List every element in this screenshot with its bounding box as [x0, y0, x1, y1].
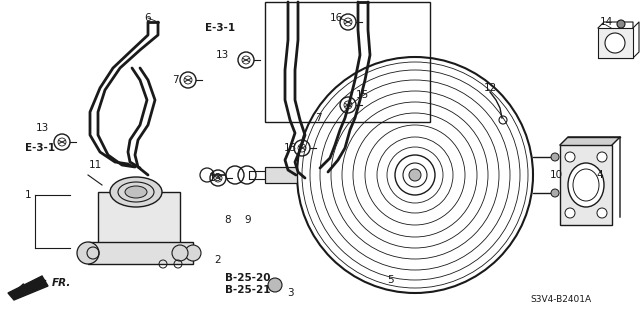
Text: 9: 9 [244, 215, 252, 225]
Bar [265, 167, 297, 183]
Circle shape [268, 278, 282, 292]
Text: 11: 11 [88, 160, 102, 170]
Circle shape [565, 208, 575, 218]
Text: 15: 15 [355, 90, 369, 100]
Text: 5: 5 [387, 275, 394, 285]
Bar [88, 242, 193, 264]
Text: 7: 7 [172, 75, 179, 85]
Bar [265, 2, 430, 122]
Text: 1: 1 [25, 190, 31, 200]
Circle shape [77, 242, 99, 264]
Text: 16: 16 [330, 13, 342, 23]
Text: 4: 4 [596, 170, 604, 180]
Text: 12: 12 [483, 83, 497, 93]
Circle shape [185, 245, 201, 261]
Ellipse shape [110, 177, 162, 207]
Text: 14: 14 [600, 17, 612, 27]
Text: 8: 8 [225, 215, 231, 225]
Polygon shape [560, 137, 620, 145]
Text: 7: 7 [315, 113, 321, 123]
Text: B-25-21: B-25-21 [225, 285, 271, 295]
Text: 13: 13 [35, 123, 49, 133]
Text: B-25-20: B-25-20 [225, 273, 271, 283]
Text: 10: 10 [549, 170, 563, 180]
Text: E-3-1: E-3-1 [205, 23, 235, 33]
Bar [598, 28, 633, 58]
Circle shape [551, 189, 559, 197]
Ellipse shape [125, 186, 147, 198]
Circle shape [409, 169, 421, 181]
Text: E-3-1: E-3-1 [25, 143, 55, 153]
Circle shape [597, 208, 607, 218]
Text: 6: 6 [145, 13, 151, 23]
Text: 13: 13 [284, 143, 296, 153]
Text: 13: 13 [209, 173, 221, 183]
Polygon shape [8, 276, 48, 300]
Bar [560, 145, 612, 225]
Circle shape [172, 245, 188, 261]
Circle shape [605, 33, 625, 53]
Circle shape [617, 20, 625, 28]
Text: 3: 3 [287, 288, 293, 298]
Text: 13: 13 [216, 50, 228, 60]
Text: 2: 2 [214, 255, 221, 265]
Ellipse shape [568, 163, 604, 207]
Circle shape [565, 152, 575, 162]
Circle shape [551, 153, 559, 161]
Circle shape [597, 152, 607, 162]
Text: FR.: FR. [52, 278, 72, 288]
Bar [98, 192, 180, 247]
Text: S3V4-B2401A: S3V4-B2401A [530, 295, 591, 305]
